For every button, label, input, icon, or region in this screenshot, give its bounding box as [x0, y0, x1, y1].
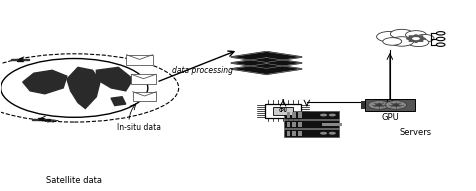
Text: Servers: Servers [399, 128, 431, 137]
Polygon shape [96, 67, 133, 91]
Polygon shape [231, 52, 302, 62]
Bar [10, 59, 17, 60]
Bar [298, 112, 302, 118]
Polygon shape [23, 70, 67, 94]
Circle shape [376, 104, 382, 106]
Bar [322, 123, 342, 126]
Circle shape [408, 38, 429, 47]
Text: In-situ data: In-situ data [117, 123, 161, 132]
Circle shape [320, 114, 327, 117]
Text: GPU: GPU [381, 113, 399, 122]
Text: CPU: CPU [279, 108, 288, 113]
Bar [127, 55, 153, 65]
Bar [133, 92, 157, 101]
Circle shape [390, 29, 413, 38]
Circle shape [377, 31, 403, 42]
Circle shape [393, 104, 399, 106]
Bar [284, 129, 339, 137]
Bar [32, 119, 38, 120]
Polygon shape [231, 64, 302, 74]
Circle shape [383, 38, 402, 45]
Circle shape [0, 58, 148, 117]
Circle shape [412, 37, 420, 40]
Circle shape [368, 101, 390, 109]
Bar [287, 131, 290, 136]
Circle shape [320, 132, 327, 135]
Bar [287, 112, 290, 118]
Bar [265, 104, 301, 118]
Polygon shape [407, 35, 426, 42]
Circle shape [385, 101, 407, 109]
Bar [284, 120, 339, 128]
Polygon shape [111, 97, 126, 106]
Bar [292, 121, 296, 127]
Bar [287, 121, 290, 127]
Bar [298, 121, 302, 127]
Bar [44, 119, 50, 120]
Bar [298, 131, 302, 136]
Text: Satellite data: Satellite data [46, 176, 102, 185]
Circle shape [436, 43, 445, 46]
Bar [273, 107, 293, 115]
Bar [361, 101, 365, 109]
Bar [22, 59, 29, 60]
Bar [131, 74, 156, 84]
Circle shape [436, 37, 445, 41]
Circle shape [406, 31, 426, 39]
Circle shape [329, 114, 336, 117]
Text: data processing: data processing [171, 66, 233, 75]
Bar [284, 111, 339, 119]
Bar [292, 131, 296, 136]
Circle shape [436, 32, 445, 35]
Bar [17, 59, 22, 61]
Circle shape [415, 34, 434, 42]
Polygon shape [231, 57, 302, 68]
Circle shape [390, 37, 414, 46]
Bar [365, 99, 415, 111]
Circle shape [329, 132, 336, 135]
Bar [292, 112, 296, 118]
Bar [38, 118, 44, 120]
Polygon shape [67, 67, 100, 108]
